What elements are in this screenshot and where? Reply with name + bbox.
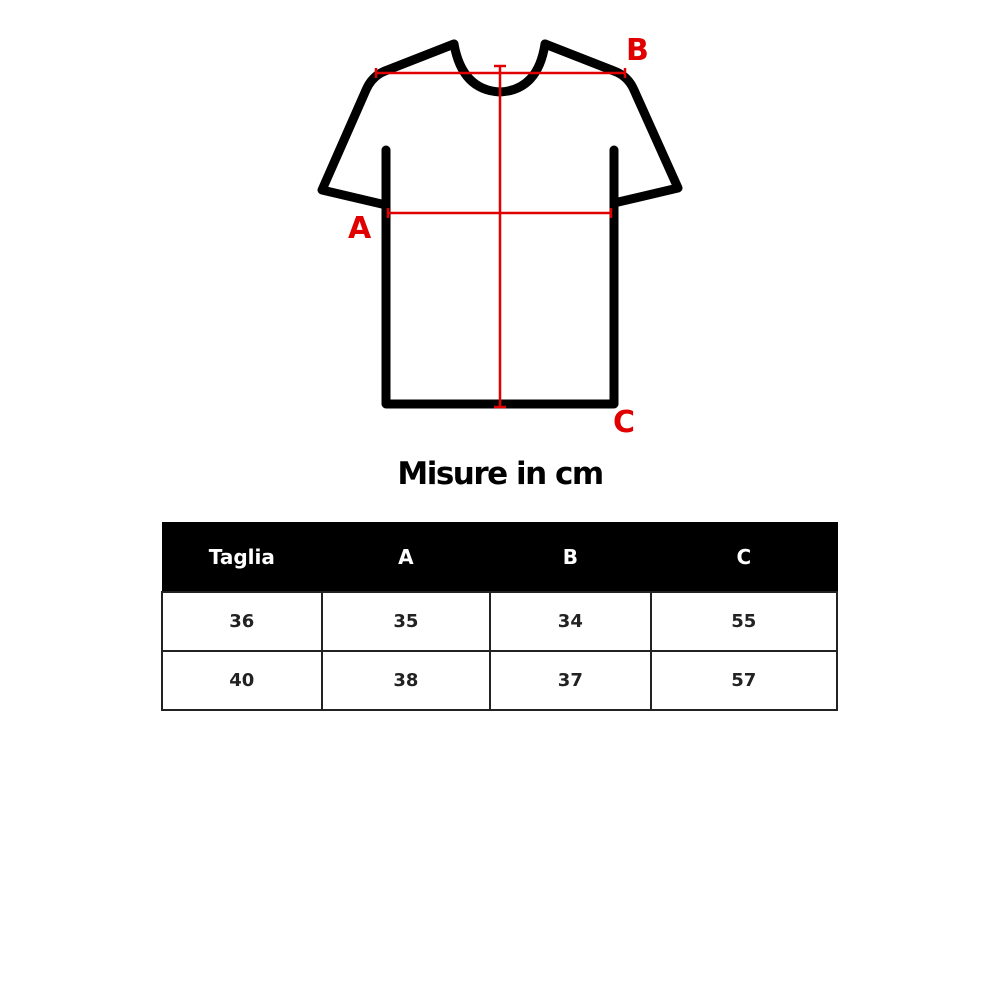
size-chart-title: Misure in cm bbox=[397, 456, 604, 492]
cell-size: 36 bbox=[161, 591, 323, 652]
header-size: Taglia bbox=[161, 522, 323, 593]
table-header-row: Taglia A B C bbox=[161, 522, 838, 593]
label-a: A bbox=[348, 211, 372, 246]
cell-b: 37 bbox=[489, 650, 652, 711]
label-c: C bbox=[613, 405, 636, 440]
shirt-left-sleeve-outline bbox=[317, 39, 459, 210]
label-b: B bbox=[626, 33, 649, 68]
header-a: A bbox=[321, 522, 491, 593]
header-b: B bbox=[489, 522, 652, 593]
cell-c: 57 bbox=[649, 650, 839, 711]
table-row: 40 38 37 57 bbox=[161, 650, 839, 711]
shirt-right-sleeve-outline bbox=[540, 39, 683, 208]
tshirt-diagram bbox=[317, 39, 683, 409]
header-c: C bbox=[650, 522, 838, 593]
table-row: 36 35 34 55 bbox=[161, 591, 839, 652]
cell-a: 38 bbox=[320, 650, 492, 711]
cell-a: 35 bbox=[320, 591, 492, 652]
size-table: Taglia A B C 36 35 34 55 40 38 37 57 bbox=[161, 522, 839, 711]
cell-size: 40 bbox=[161, 650, 323, 711]
cell-b: 34 bbox=[489, 591, 652, 652]
cell-c: 55 bbox=[649, 591, 839, 652]
